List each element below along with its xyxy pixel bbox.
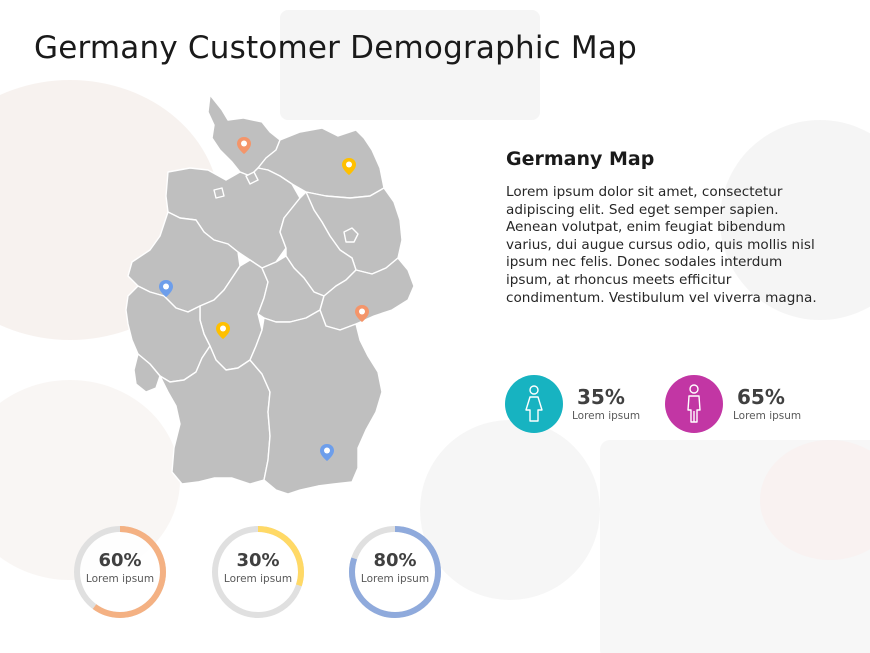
- donut-2-label: Lorem ipsum: [223, 573, 293, 585]
- donut-1-label: Lorem ipsum: [85, 573, 155, 585]
- info-heading: Germany Map: [506, 148, 655, 170]
- donut-3-label: Lorem ipsum: [360, 573, 430, 585]
- female-icon: [505, 375, 563, 433]
- info-body: Lorem ipsum dolor sit amet, consectetur …: [506, 184, 817, 306]
- male-icon: [665, 375, 723, 433]
- female-stat-circle: [505, 375, 563, 433]
- female-stat-percent: 35%: [577, 385, 625, 409]
- map-regions: [125, 94, 415, 495]
- map-region-saarland: [133, 353, 161, 393]
- donut-1-arc: [74, 526, 166, 618]
- female-stat-label: Lorem ipsum: [572, 410, 641, 422]
- donut-2-percent: 30%: [236, 550, 280, 571]
- male-stat-label: Lorem ipsum: [733, 410, 802, 422]
- donut-3: 80% Lorem ipsum: [347, 524, 443, 620]
- map-pin-south: [320, 444, 334, 461]
- male-stat-percent: 65%: [737, 385, 785, 409]
- map-pin-central: [216, 322, 230, 339]
- map-region-bremen: [213, 187, 225, 199]
- male-stat-circle: [665, 375, 723, 433]
- page-title: Germany Customer Demographic Map: [34, 30, 637, 66]
- donut-2-arc: [212, 526, 304, 618]
- map-pin-west: [159, 280, 173, 297]
- map-region-bayern: [249, 309, 383, 495]
- donut-3-arc: [349, 526, 441, 618]
- donut-3-percent: 80%: [373, 550, 417, 571]
- map-pins: [159, 137, 369, 461]
- map-pin-east: [355, 305, 369, 322]
- map-pin-northeast: [342, 158, 356, 175]
- donut-1-percent: 60%: [98, 550, 142, 571]
- map-pin-north: [237, 137, 251, 154]
- donut-1: 60% Lorem ipsum: [72, 524, 168, 620]
- map-region-berlin: [343, 227, 359, 243]
- donut-2: 30% Lorem ipsum: [210, 524, 306, 620]
- map-region-hamburg: [245, 171, 259, 185]
